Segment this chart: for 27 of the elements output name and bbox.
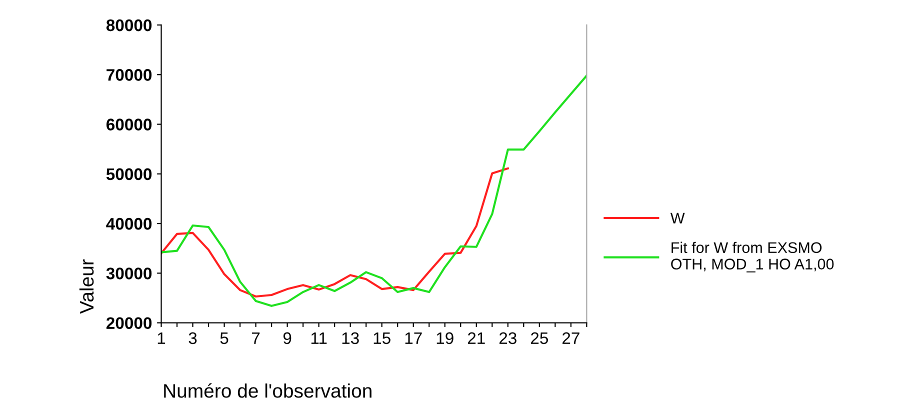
x-tick-label: 1 (158, 332, 166, 344)
y-tick-label: 60000 (106, 118, 152, 130)
legend-label: Fit for W from EXSMO OTH, MOD_1 HO A1,00 (671, 242, 834, 272)
x-tick-label: 23 (499, 332, 516, 344)
y-tick-label: 70000 (106, 69, 152, 81)
x-tick-label: 5 (220, 332, 228, 344)
y-tick-label: 40000 (106, 218, 152, 230)
x-tick-label: 25 (530, 332, 548, 344)
y-axis-title: Valeur (79, 259, 94, 314)
legend-label: W (670, 212, 685, 224)
y-tick-label: 50000 (106, 168, 152, 180)
x-tick-label: 17 (405, 332, 422, 344)
line-series (161, 167, 509, 298)
x-tick-label: 27 (562, 332, 580, 344)
x-tick-label: 9 (283, 332, 292, 344)
x-tick-label: 11 (311, 332, 327, 344)
x-tick-label: 13 (342, 332, 359, 344)
x-axis-title: Numéro de l'observation (164, 383, 372, 398)
x-tick-label: 7 (252, 332, 260, 344)
line-series (161, 74, 587, 307)
x-tick-label: 19 (436, 332, 454, 344)
y-tick-label: 20000 (106, 317, 152, 330)
x-tick-label: 15 (374, 332, 390, 344)
x-tick-label: 3 (188, 332, 197, 344)
y-tick-label: 80000 (106, 19, 152, 32)
x-tick-label: 21 (468, 332, 485, 344)
y-tick-label: 30000 (106, 268, 152, 280)
